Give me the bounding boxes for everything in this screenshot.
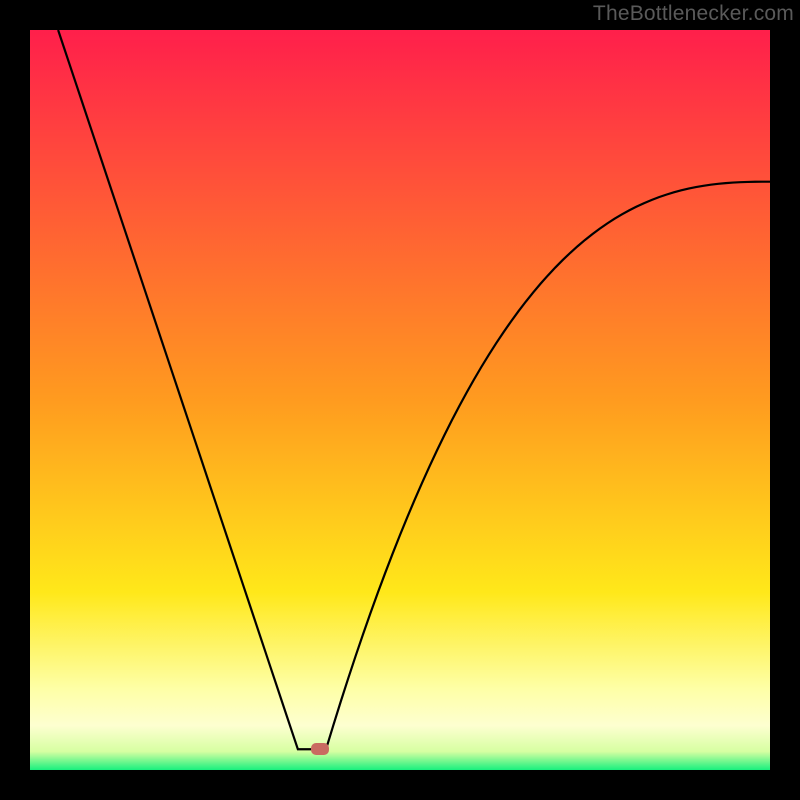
watermark-text: TheBottlenecker.com [593,2,794,26]
minimum-marker [311,743,329,755]
bottleneck-curve [58,30,770,749]
curve-svg [30,30,770,770]
plot-area [30,30,770,770]
